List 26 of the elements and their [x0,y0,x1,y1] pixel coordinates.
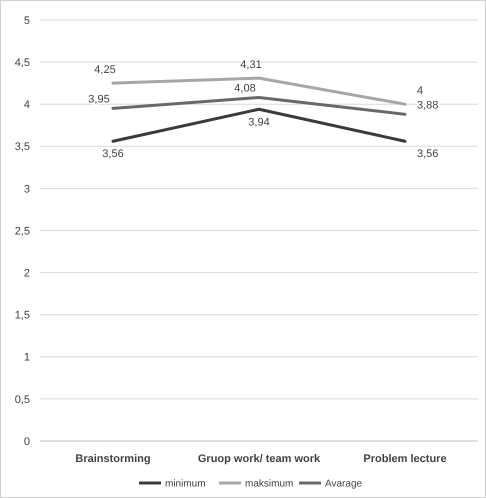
x-tick-label: Brainstorming [75,453,151,465]
data-label: 4,31 [240,59,262,72]
y-tick-label: 3 [24,183,30,196]
y-tick-label: 0,5 [14,394,30,406]
x-tick-label: Gruop work/ team work [198,453,322,465]
y-tick-label: 1 [24,352,30,364]
y-tick-label: 0 [24,436,30,448]
legend-label: maksimum [245,478,294,490]
y-tick-label: 2 [24,267,30,280]
data-label: 3,88 [417,99,438,112]
y-tick-label: 3,5 [14,141,30,154]
legend-label: Avarage [325,478,363,490]
y-tick-label: 4,5 [14,56,30,69]
y-tick-label: 1,5 [14,310,30,322]
x-tick-label: Problem lecture [363,453,447,465]
y-tick-label: 5 [24,14,30,27]
legend-label: minimum [165,478,206,490]
data-label: 4,25 [94,64,116,76]
data-label: 4,08 [234,82,256,94]
data-label: 3,56 [417,148,438,160]
data-label: 3,94 [248,116,270,128]
data-label: 4 [417,85,424,98]
data-label: 3,95 [88,93,110,106]
y-tick-label: 2,5 [14,225,30,238]
data-label: 3,56 [102,148,124,160]
y-tick-label: 4 [24,99,30,112]
